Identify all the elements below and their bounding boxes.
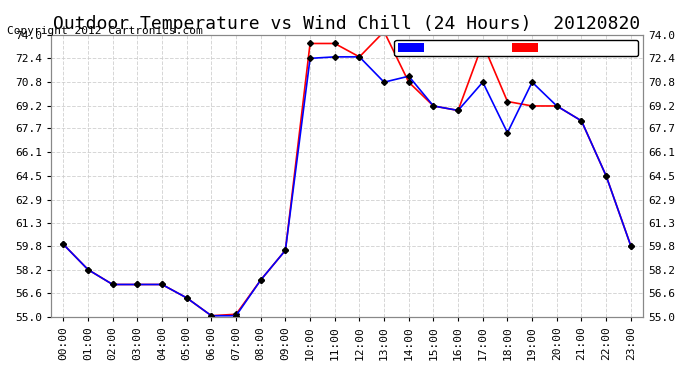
Legend: Wind Chill (°F), Temperature (°F): Wind Chill (°F), Temperature (°F) xyxy=(395,40,638,56)
Title: Outdoor Temperature vs Wind Chill (24 Hours)  20120820: Outdoor Temperature vs Wind Chill (24 Ho… xyxy=(53,15,641,33)
Text: Copyright 2012 Cartronics.com: Copyright 2012 Cartronics.com xyxy=(7,26,203,36)
